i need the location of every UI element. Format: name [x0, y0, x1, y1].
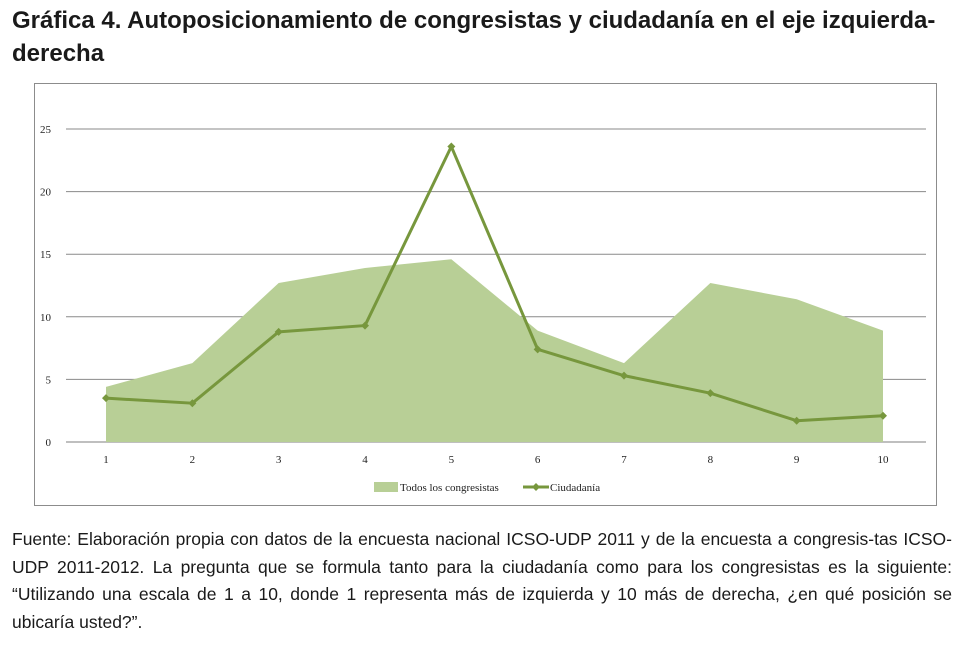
x-tick-label: 8 [708, 454, 714, 466]
series-area-congresistas [106, 259, 883, 442]
data-point-ciudadania [447, 142, 456, 151]
y-tick-label: 10 [40, 312, 52, 324]
data-point-ciudadania [879, 411, 887, 420]
source-caption: Fuente: Elaboración propia con datos de … [12, 529, 952, 632]
data-point-ciudadania [188, 399, 197, 408]
legend-label-ciudadania: Ciudadanía [550, 482, 600, 494]
data-point-ciudadania [706, 389, 715, 398]
y-tick-label: 0 [46, 437, 52, 449]
y-tick-label: 25 [40, 124, 52, 136]
data-point-ciudadania [102, 394, 110, 403]
data-point-ciudadania [361, 321, 369, 330]
data-point-ciudadania [533, 345, 542, 354]
line-layer [102, 142, 887, 425]
legend: Todos los congresistas Ciudadanía [374, 482, 600, 494]
x-tick-label: 6 [535, 454, 541, 466]
x-tick-label: 2 [190, 454, 196, 466]
legend-swatch-congresistas [374, 482, 398, 492]
data-point-ciudadania [274, 327, 283, 336]
data-point-ciudadania [792, 416, 801, 425]
x-tick-label: 7 [621, 454, 627, 466]
legend-label-congresistas: Todos los congresistas [400, 482, 499, 494]
y-tick-label: 15 [40, 249, 52, 261]
x-tick-label: 1 [103, 454, 109, 466]
axis-layer: 0 5 10 15 20 25 1 2 3 4 5 6 7 8 9 10 [40, 124, 889, 466]
legend-marker-ciudadania [532, 483, 540, 491]
data-point-ciudadania [620, 371, 628, 380]
y-tick-label: 20 [40, 187, 52, 199]
area-layer [106, 259, 883, 442]
chart-title: Gráfica 4. Autoposicionamiento de congre… [12, 7, 936, 67]
x-tick-label: 3 [276, 454, 282, 466]
chart-area: 0 5 10 15 20 25 1 2 3 4 5 6 7 8 9 10 Todos los congresi… [34, 83, 937, 506]
x-tick-label: 10 [878, 454, 890, 466]
x-tick-label: 4 [362, 454, 368, 466]
x-tick-label: 9 [794, 454, 800, 466]
series-line-ciudadania [105, 145, 884, 423]
chart-svg: 0 5 10 15 20 25 1 2 3 4 5 6 7 8 9 10 Todos los congresi… [40, 124, 926, 494]
y-tick-label: 5 [46, 374, 52, 386]
x-tick-label: 5 [449, 454, 455, 466]
